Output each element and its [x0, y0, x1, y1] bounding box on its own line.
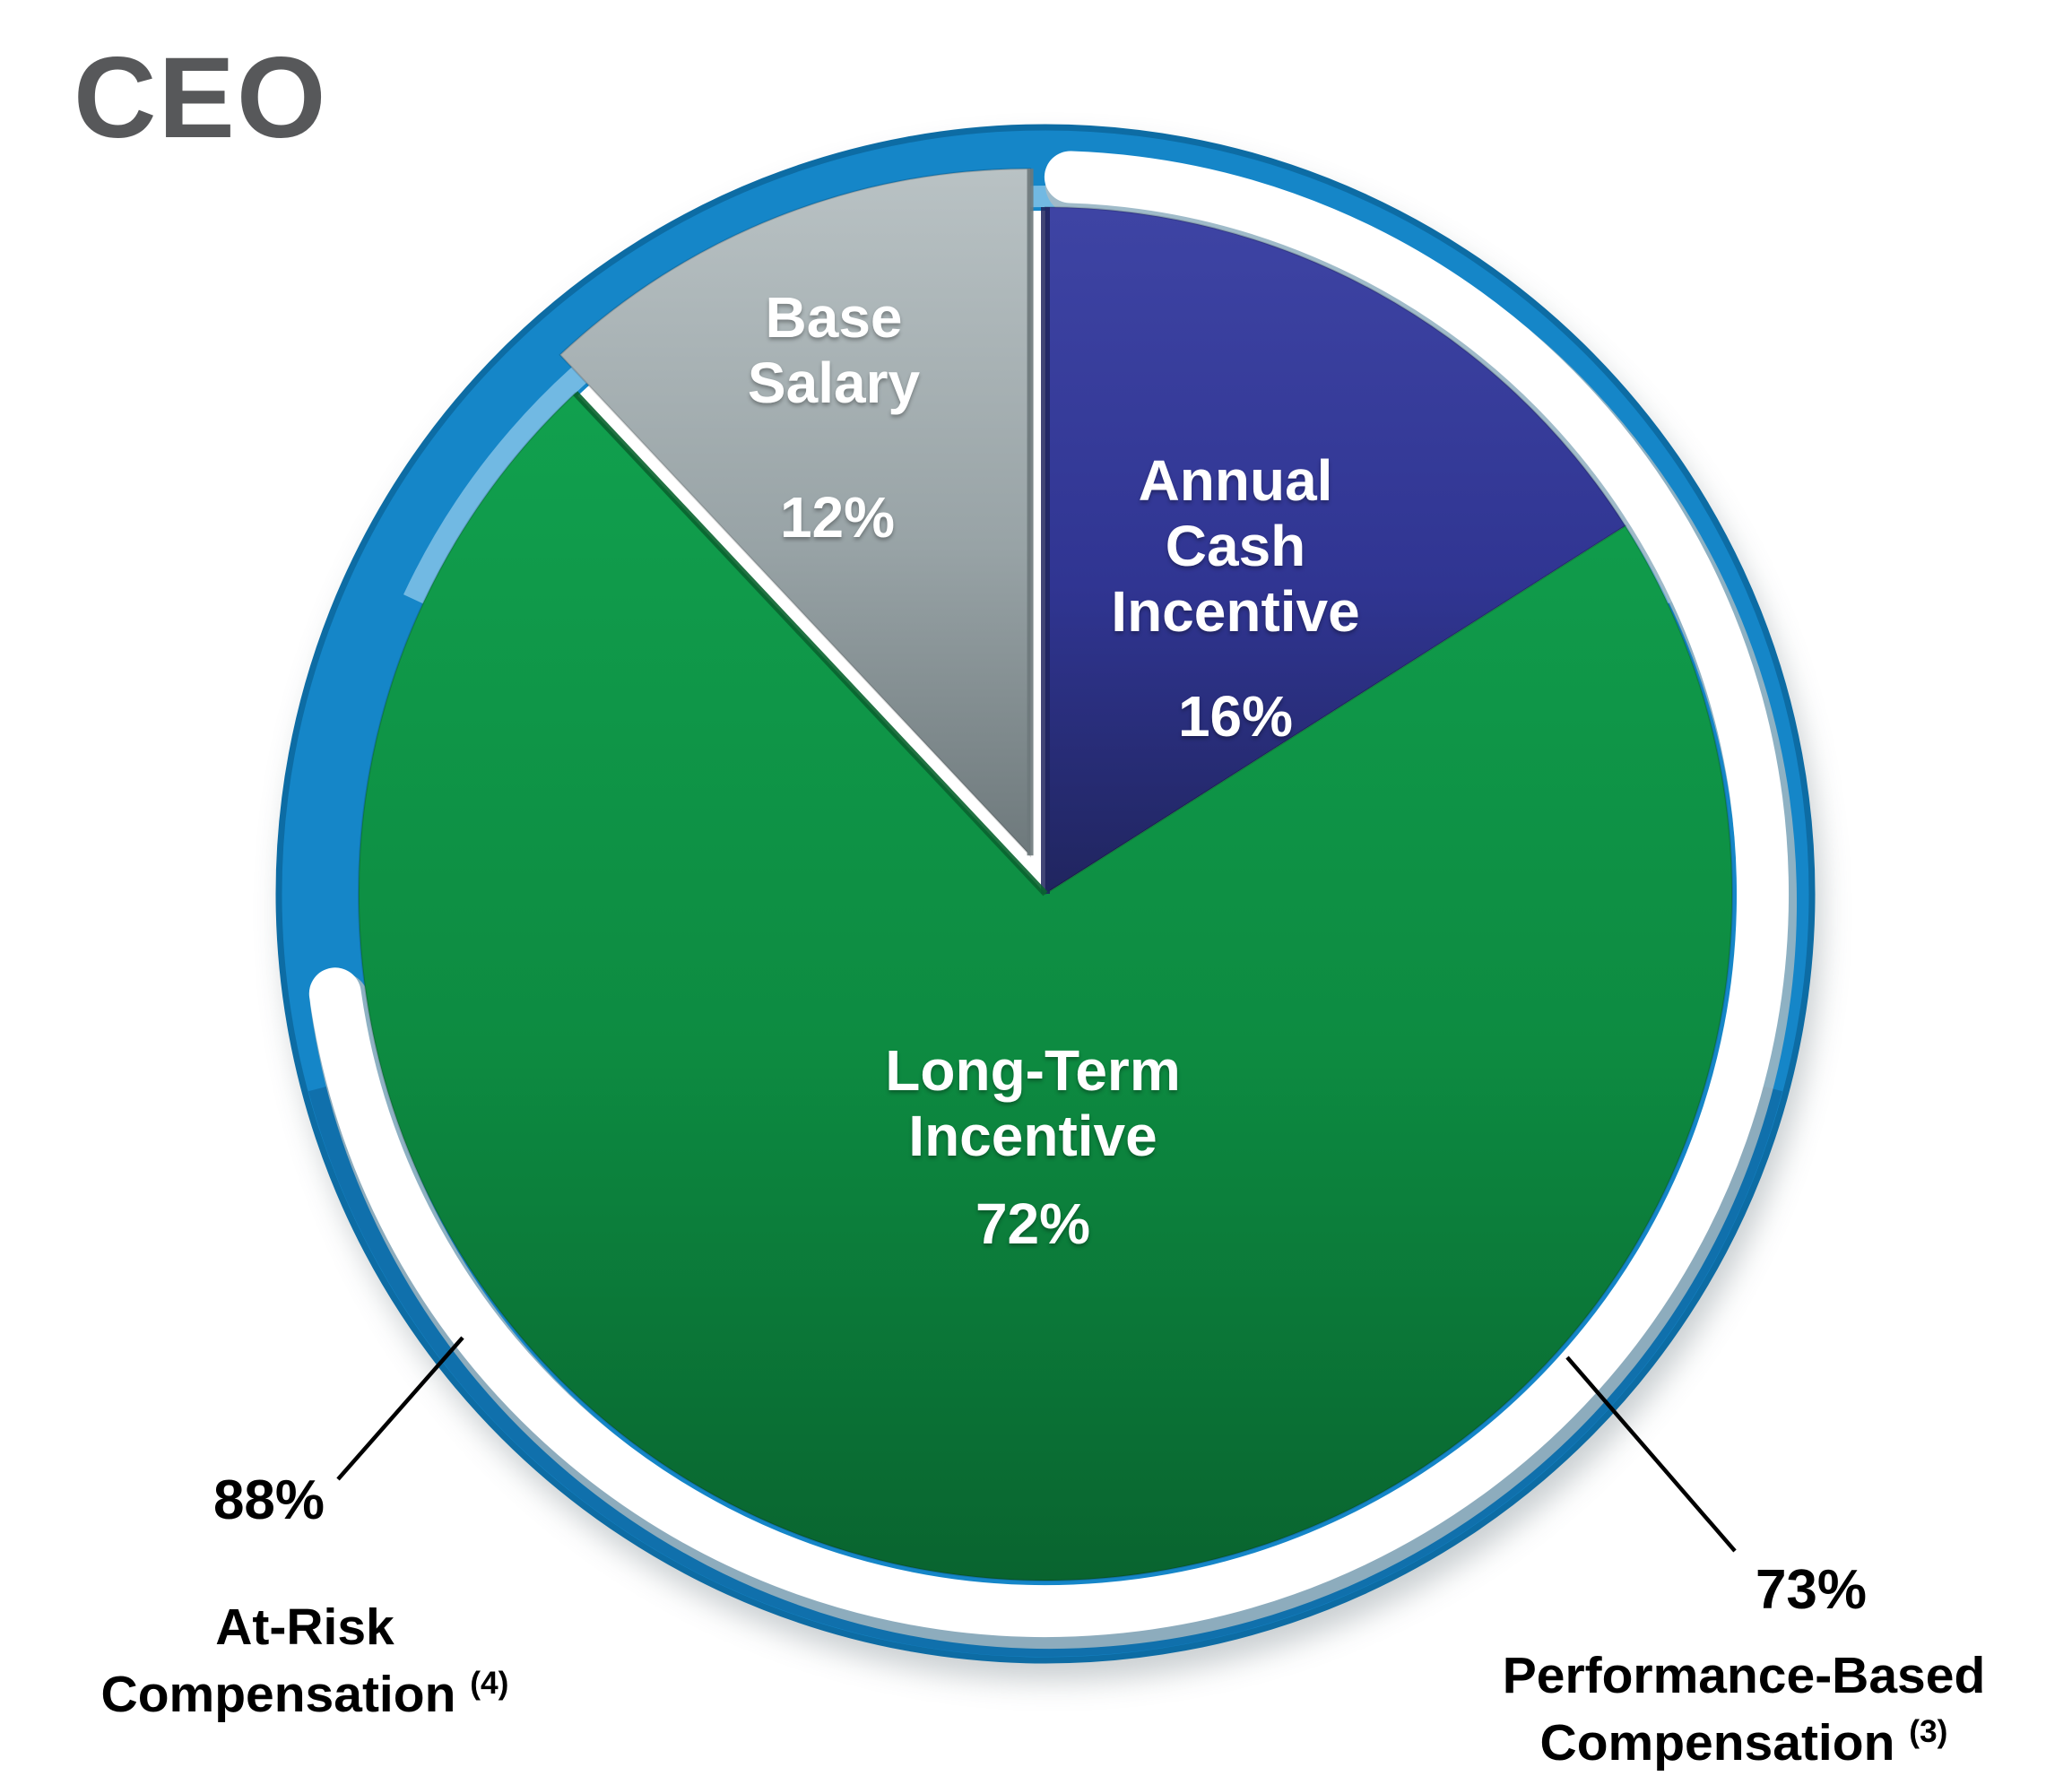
slice-pct-base-salary: 12%	[779, 485, 896, 550]
footnote-3: (3)	[1909, 1714, 1948, 1750]
highlight-band	[308, 151, 1789, 1638]
footnote-4: (4)	[470, 1666, 509, 1702]
chart-title: CEO	[74, 34, 328, 162]
pie-slice-annual-cash-incentive	[1045, 205, 1627, 896]
bevel-green-gray-edge	[573, 391, 1048, 897]
slice-label-long-term-incentive: Long-Term Incentive	[885, 1038, 1181, 1168]
slice-label-base-salary: Base Salary	[747, 285, 921, 415]
callout-at-risk-label: At-Risk Compensation (4)	[36, 1594, 574, 1728]
pie-slice-long-term-incentive	[358, 392, 1733, 1581]
callout-at-risk-value: 88%	[212, 1469, 325, 1531]
callout-performance-based-label: Performance-Based Compensation (3)	[1430, 1642, 2058, 1776]
slice-pct-long-term-incentive: 72%	[975, 1191, 1091, 1256]
leader-line-performance-based	[1565, 1356, 1737, 1553]
slice-pct-annual-cash-incentive: 16%	[1177, 684, 1294, 749]
callout-performance-based-text: Performance-Based Compensation	[1502, 1647, 1986, 1772]
leader-line-at-risk	[336, 1336, 464, 1481]
slice-label-annual-cash-incentive: Annual Cash Incentive	[1111, 448, 1360, 644]
pie-slice-base-salary	[559, 168, 1032, 858]
callout-performance-based-value: 73%	[1755, 1559, 1868, 1621]
ring-outer-rim	[275, 124, 1816, 1664]
callout-at-risk-text: At-Risk Compensation	[100, 1598, 456, 1724]
